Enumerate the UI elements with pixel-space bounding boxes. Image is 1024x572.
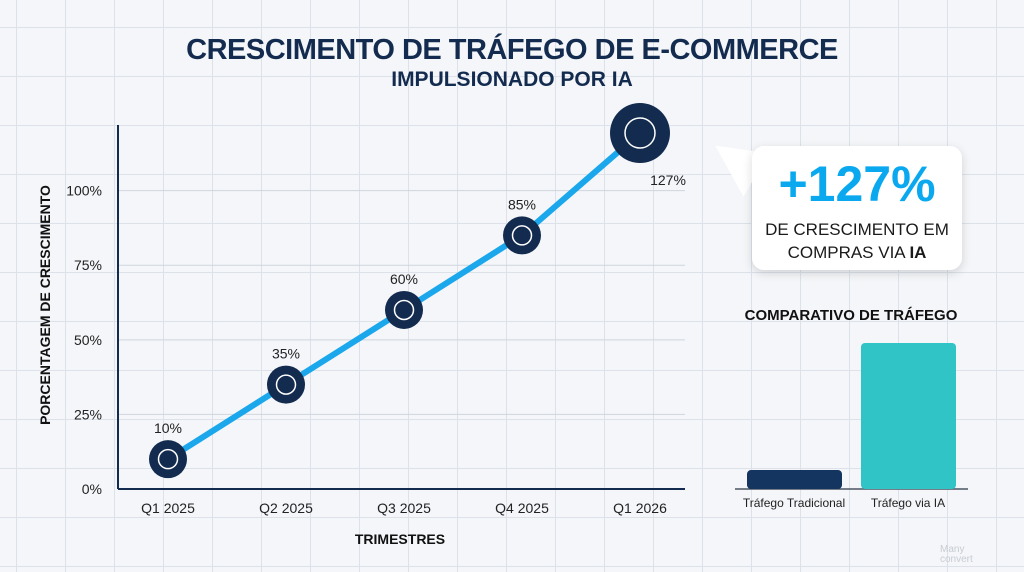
data-label: 60%	[390, 271, 418, 287]
data-label: 35%	[272, 346, 300, 362]
ai-brain-icon	[275, 374, 297, 395]
y-tick-label: 0%	[82, 481, 102, 497]
bar-category-label: Tráfego Tradicional	[743, 496, 845, 510]
data-label: 127%	[650, 172, 686, 188]
data-point-smartphone-icon	[385, 290, 423, 329]
data-label: 10%	[154, 420, 182, 436]
growth-chart-icon	[511, 225, 533, 246]
y-axis-label: PORCENTAGEM DE CRESCIMENTO	[37, 185, 53, 425]
growth-callout: +127% DE CRESCIMENTO EM COMPRAS VIA IA	[752, 146, 962, 270]
bar-1	[861, 343, 956, 489]
chart-title: CRESCIMENTO DE TRÁFEGO DE E-COMMERCE	[186, 34, 838, 66]
watermark-line1: Many	[940, 544, 965, 555]
callout-value: +127%	[778, 156, 936, 212]
chart-subtitle: IMPULSIONADO POR IA	[391, 68, 633, 91]
x-tick-label: Q1 2025	[141, 500, 195, 516]
watermark-logo: Many convert	[940, 545, 973, 565]
bar-chart-title: COMPARATIVO DE TRÁFEGO	[745, 307, 958, 324]
callout-line2-bold: IA	[909, 243, 927, 262]
y-tick-label: 50%	[74, 332, 102, 348]
data-point-shopping-cart-icon	[149, 440, 187, 479]
data-point-ai-brain-icon	[267, 365, 305, 404]
callout-line1: DE CRESCIMENTO EM	[765, 220, 949, 239]
x-tick-label: Q2 2025	[259, 500, 313, 516]
x-axis-label: TRIMESTRES	[355, 531, 445, 547]
data-point-ai-brain-cart-icon	[610, 103, 670, 163]
data-point-growth-chart-icon	[503, 216, 541, 255]
y-tick-label: 75%	[74, 257, 102, 273]
bar-0	[747, 470, 842, 489]
smartphone-icon	[393, 299, 415, 321]
x-tick-label: Q3 2025	[377, 500, 431, 516]
y-tick-label: 25%	[74, 406, 102, 422]
bar-category-label: Tráfego via IA	[871, 496, 945, 510]
watermark-line2: convert	[940, 554, 973, 565]
shopping-cart-icon	[157, 448, 179, 470]
x-tick-label: Q1 2026	[613, 500, 667, 516]
callout-line2: COMPRAS VIA	[787, 243, 910, 262]
ai-brain-cart-icon	[624, 117, 656, 149]
x-tick-label: Q4 2025	[495, 500, 549, 516]
data-label: 85%	[508, 196, 536, 212]
y-tick-label: 100%	[66, 183, 102, 199]
